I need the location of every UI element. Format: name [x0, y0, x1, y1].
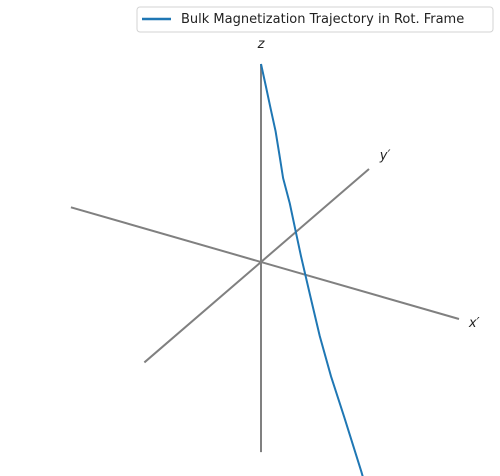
series-group — [260, 63, 364, 476]
y-axis-label: y′ — [379, 149, 391, 164]
x-axis-label: x′ — [468, 316, 480, 331]
z-axis-label: z — [257, 37, 266, 52]
axis-labels: z y′ x′ — [257, 37, 480, 331]
x-axis-line — [70, 206, 460, 320]
legend-box — [136, 6, 494, 33]
legend: Bulk Magnetization Trajectory in Rot. Fr… — [136, 6, 494, 33]
axes-group — [70, 64, 460, 453]
legend-entry-label: Bulk Magnetization Trajectory in Rot. Fr… — [181, 12, 464, 27]
y-axis-line — [143, 168, 370, 364]
trajectory-line-0 — [260, 63, 364, 476]
